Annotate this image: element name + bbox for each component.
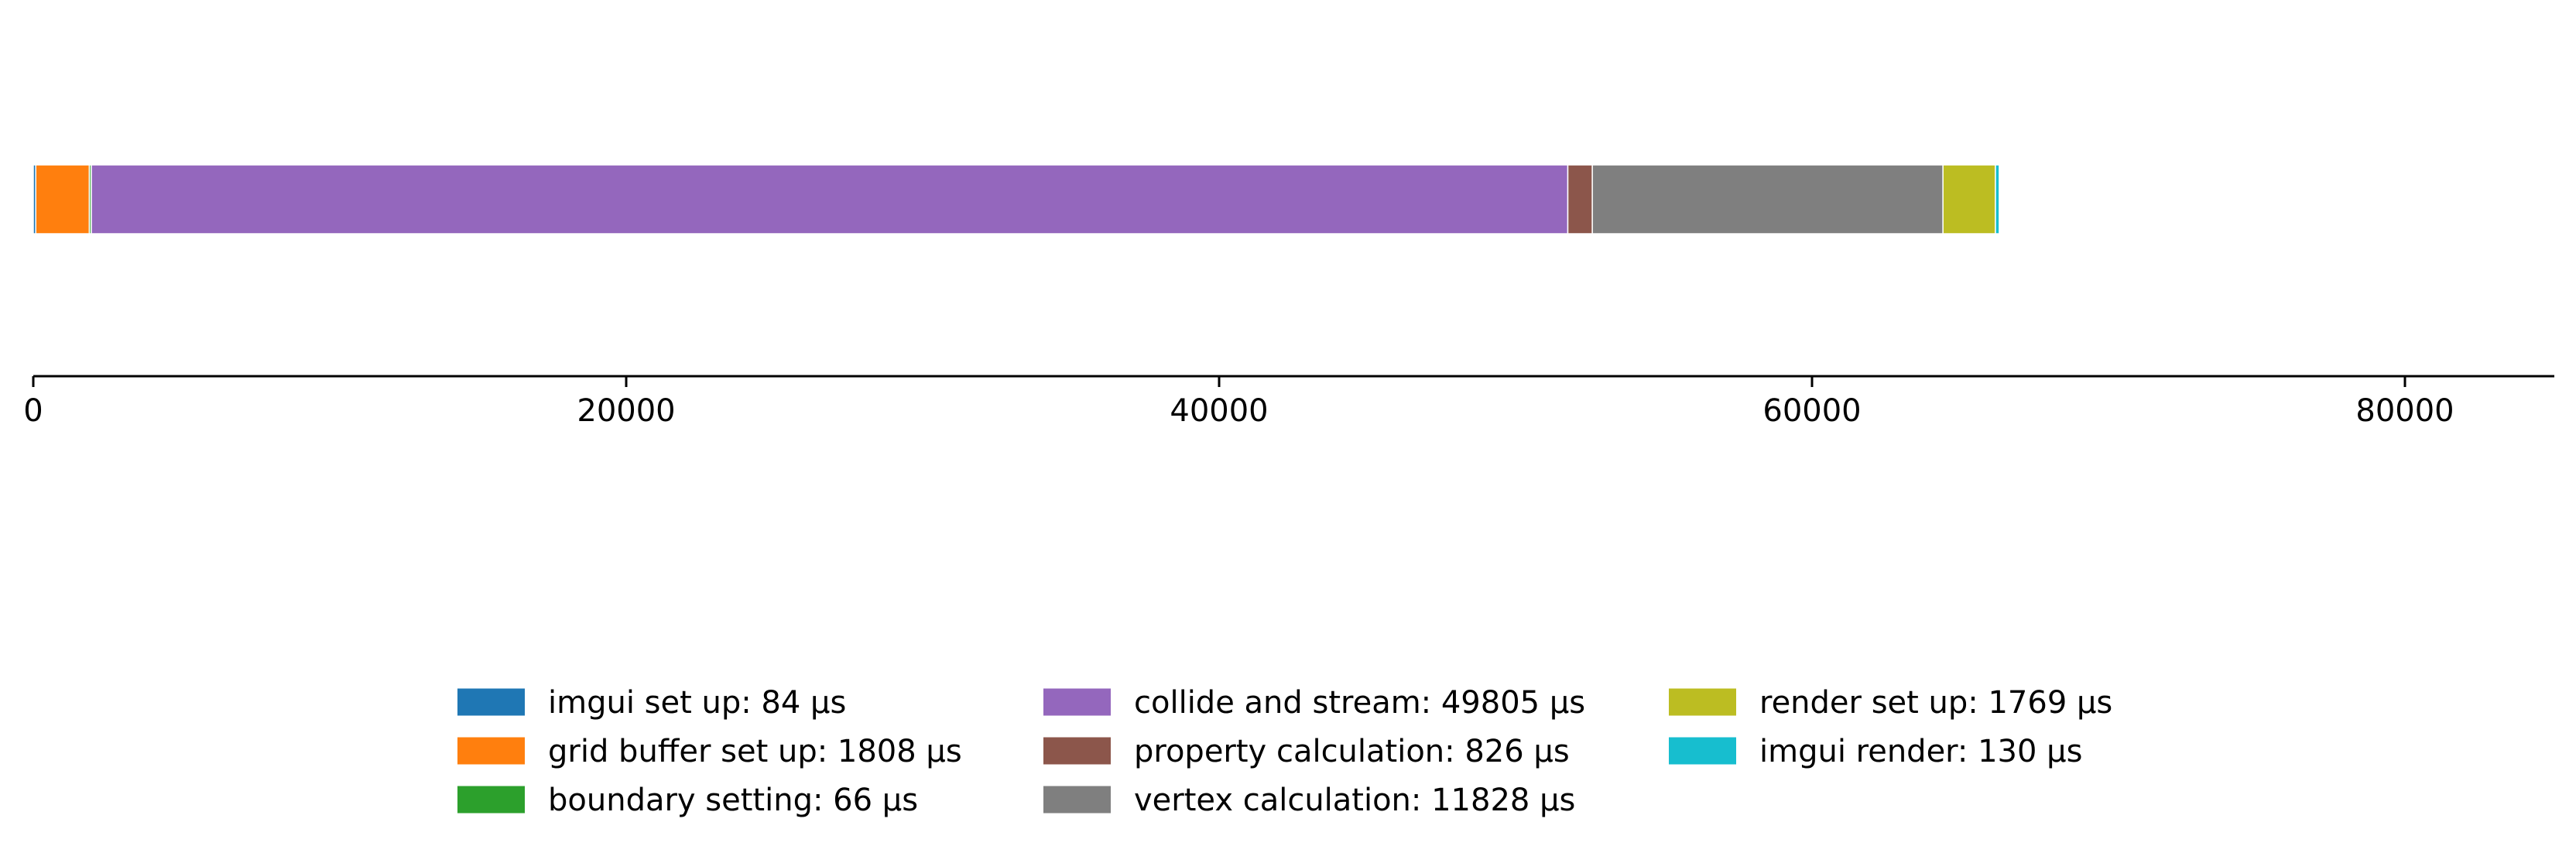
x-tick-label: 20000	[577, 393, 675, 429]
bar-segment-2	[35, 164, 91, 235]
bar-segments	[33, 164, 2000, 235]
legend-swatch	[1669, 737, 1736, 765]
legend-label: vertex calculation: 11828 µs	[1134, 783, 1575, 818]
bar-segment-8	[1995, 164, 2000, 235]
bar-segment-7	[1942, 164, 1996, 235]
bar-segment-4	[91, 164, 1569, 235]
legend-label: boundary setting: 66 µs	[548, 783, 918, 818]
legend-swatch	[1669, 688, 1736, 716]
x-tick-label: 60000	[1762, 393, 1861, 429]
x-tick-label: 80000	[2355, 393, 2454, 429]
bar-segment-6	[1591, 164, 1944, 235]
legend-label: collide and stream: 49805 µs	[1134, 685, 1585, 721]
legend-label: imgui set up: 84 µs	[548, 685, 846, 721]
legend-label: grid buffer set up: 1808 µs	[548, 734, 962, 769]
legend-swatch	[1043, 786, 1111, 814]
legend-label: imgui render: 130 µs	[1759, 734, 2082, 769]
legend-swatch	[1043, 688, 1111, 716]
x-axis-ticks: 0200004000060000800001000001200001400001…	[23, 376, 2454, 429]
legend-swatch	[457, 786, 525, 814]
legend-swatch	[457, 688, 525, 716]
legend-swatch	[457, 737, 525, 765]
x-tick-label: 40000	[1170, 393, 1268, 429]
legend-label: render set up: 1769 µs	[1759, 685, 2112, 721]
bar-segment-5	[1567, 164, 1593, 235]
legend: imgui set up: 84 µs grid buffer set up: 1…	[457, 685, 2112, 818]
legend-label: property calculation: 826 µs	[1134, 734, 1570, 769]
x-tick-label: 0	[23, 393, 43, 429]
legend-swatch	[1043, 737, 1111, 765]
